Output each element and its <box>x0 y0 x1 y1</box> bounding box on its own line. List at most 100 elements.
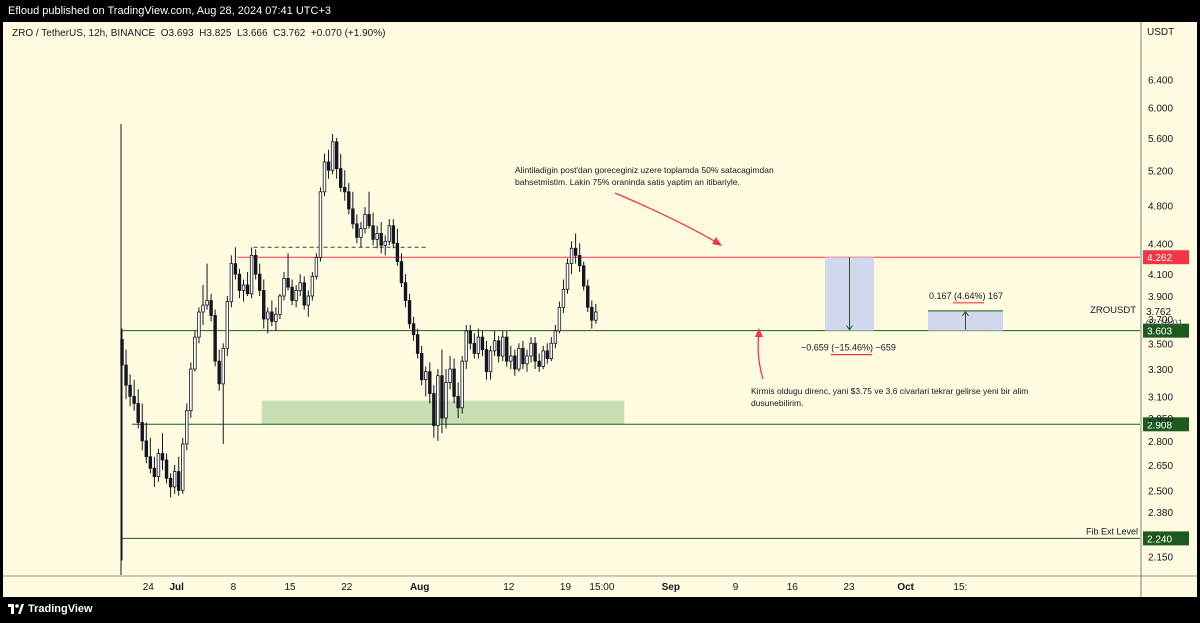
candle-down <box>577 254 582 267</box>
candle-up <box>549 342 553 359</box>
candle-down <box>270 311 274 322</box>
candle-up <box>282 278 286 297</box>
level-label-bg-4.262 <box>1143 250 1189 265</box>
x-tick-label: 12 <box>503 582 515 593</box>
candle-down <box>456 395 460 409</box>
current-price-label: 3.762 <box>1146 307 1171 318</box>
long-projection-arrowhead <box>962 310 969 317</box>
candle-down <box>326 161 331 171</box>
candle-up <box>298 282 302 291</box>
level-label-bg-2.908 <box>1143 417 1189 432</box>
candle-up <box>594 311 598 321</box>
level-label-2.908: 2.908 <box>1147 420 1172 431</box>
candle-down <box>140 422 144 442</box>
candle-down <box>484 349 489 373</box>
candle-up <box>448 368 452 383</box>
level-lines: Fib Ext Level <box>120 124 1140 575</box>
candle-up <box>274 313 278 322</box>
candle-down <box>245 284 250 295</box>
candle-down <box>355 223 359 238</box>
price-chart[interactable]: Fib Ext Level −0.659 (−15.46%) −659 0.167… <box>3 22 1197 597</box>
brand-name: TradingView <box>28 603 93 615</box>
candle-up <box>525 355 529 365</box>
candle-down <box>452 368 456 397</box>
level-label-bg-3.603 <box>1143 323 1189 338</box>
y-tick-label: 3.700 <box>1148 315 1173 326</box>
candle-down <box>403 282 408 301</box>
candle-down <box>164 459 169 479</box>
y-tick-label: 3.300 <box>1148 365 1173 376</box>
candle-down <box>399 261 404 284</box>
candle-up <box>424 371 428 381</box>
symbol-label: ZROUSDT <box>1090 305 1136 316</box>
tradingview-icon <box>8 604 24 614</box>
candle-down <box>432 393 436 426</box>
candle-down <box>379 233 383 246</box>
legend-change: +0.070 (+1.90%) <box>310 28 386 39</box>
candle-up <box>387 225 391 242</box>
candle-down <box>505 336 509 362</box>
candle-down <box>537 360 541 367</box>
candle-down <box>152 467 157 478</box>
candle-down <box>128 384 132 397</box>
y-tick-label: 5.200 <box>1148 166 1173 177</box>
grid <box>3 22 1197 597</box>
candle-down <box>334 141 339 169</box>
candle-down <box>213 315 217 362</box>
candle-up <box>541 350 545 367</box>
candle-down <box>468 330 472 344</box>
candle-up <box>444 382 448 419</box>
y-tick-label: 6.000 <box>1148 104 1173 115</box>
x-tick-label: Oct <box>897 582 914 593</box>
x-tick-label: Jul <box>169 582 184 593</box>
x-tick-label: Aug <box>410 582 429 593</box>
candle-down <box>120 339 124 366</box>
y-tick-label: 5.600 <box>1148 134 1173 145</box>
candle-down <box>415 334 420 354</box>
candle-up <box>561 288 566 308</box>
candle-down <box>428 371 432 394</box>
time-axis: 24 Jul 8 15 22 Aug 12 19 15:00 Sep 9 16 23 Oct 15: <box>143 582 968 593</box>
candle-up <box>375 233 379 240</box>
level-label-bg-2.240 <box>1143 531 1189 546</box>
candle-down <box>533 342 537 362</box>
y-tick-label: 2.500 <box>1148 486 1173 497</box>
candle-down <box>586 285 590 308</box>
candle-down <box>545 350 549 359</box>
y-tick-label: 3.100 <box>1148 392 1173 403</box>
candle-down <box>144 440 148 458</box>
currency-label: USDT <box>1147 27 1174 38</box>
y-tick-label: 2.800 <box>1148 437 1173 448</box>
candle-up <box>197 311 201 338</box>
annotation-arrow-top <box>614 192 720 245</box>
candles <box>120 133 598 561</box>
candle-up <box>436 375 440 426</box>
y-tick-label: 4.100 <box>1148 270 1173 281</box>
candle-down <box>582 265 586 287</box>
candle-up <box>205 300 209 306</box>
candle-up <box>529 342 533 357</box>
candle-down <box>407 300 412 325</box>
candle-up <box>310 275 315 297</box>
note-top-line-1: Alintiladigin post'dan goreceginiz uzere… <box>515 165 774 175</box>
candle-down <box>513 355 517 370</box>
candle-up <box>322 161 327 193</box>
candle-up <box>500 336 505 357</box>
y-tick-label: 2.150 <box>1148 552 1173 563</box>
level-label-3.603: 3.603 <box>1147 327 1172 338</box>
candle-down <box>136 403 140 423</box>
candle-up <box>476 336 481 354</box>
x-tick-label: 15: <box>953 582 967 593</box>
candle-up <box>553 330 558 344</box>
x-tick-label: 15:00 <box>589 582 614 593</box>
long-projection-label: 0.167 (4.64%) 167 <box>929 291 1003 301</box>
y-tick-label: 3.900 <box>1148 292 1173 303</box>
candle-down <box>480 336 485 351</box>
candle-up <box>172 471 177 488</box>
candle-up <box>492 340 497 352</box>
candle-down <box>217 360 221 385</box>
legend-high: H3.825 <box>199 28 232 39</box>
tradingview-logo[interactable]: TradingView <box>8 603 93 615</box>
candle-down <box>132 395 136 404</box>
